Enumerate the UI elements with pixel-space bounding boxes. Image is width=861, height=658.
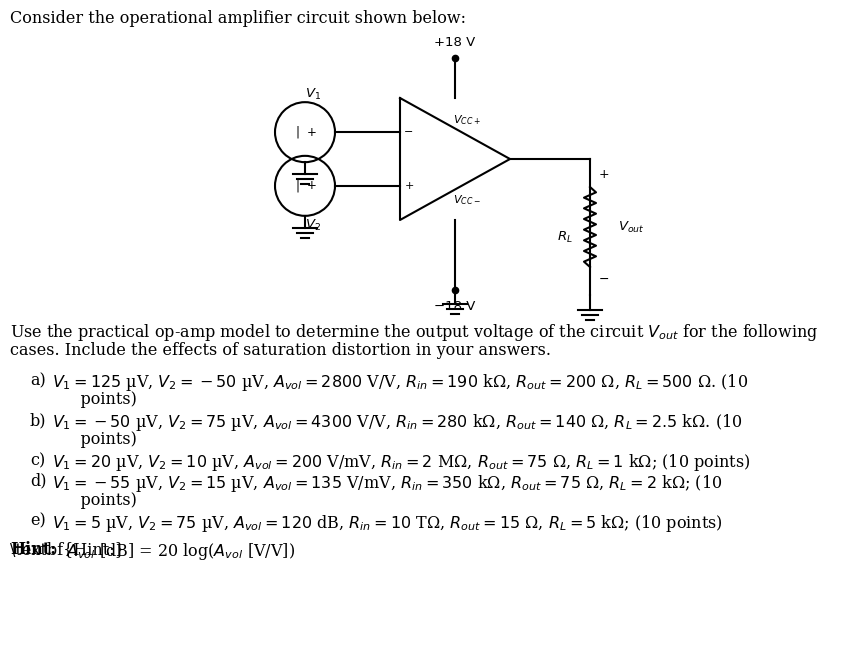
Text: Consider the operational amplifier circuit shown below:: Consider the operational amplifier circu… (10, 10, 466, 27)
Text: |: | (295, 126, 300, 139)
Text: cases. Include the effects of saturation distortion in your answers.: cases. Include the effects of saturation… (10, 342, 550, 359)
Text: $V_1 = 20$ µV, $V_2 = 10$ µV, $A_{vol} = 200$ V/mV, $R_{in} = 2$ MΩ, $R_{out} = : $V_1 = 20$ µV, $V_2 = 10$ µV, $A_{vol} =… (52, 452, 749, 473)
Text: $V_{CC-}$: $V_{CC-}$ (453, 193, 480, 207)
Text: $V_1 = -50$ µV, $V_2 = 75$ µV, $A_{vol} = 4300$ V/V, $R_{in} = 280$ kΩ, $R_{out}: $V_1 = -50$ µV, $V_2 = 75$ µV, $A_{vol} … (52, 412, 741, 433)
Text: $V_1$: $V_1$ (305, 87, 320, 102)
Text: points): points) (60, 392, 137, 409)
Text: \textbf{Hint:}: \textbf{Hint:} (10, 541, 125, 558)
Text: +: + (598, 168, 609, 182)
Text: −: − (598, 272, 609, 286)
Text: points): points) (60, 492, 137, 509)
Text: −: − (404, 127, 413, 137)
Text: b): b) (30, 412, 46, 429)
Text: $V_{CC+}$: $V_{CC+}$ (453, 113, 480, 127)
Text: c): c) (30, 452, 45, 469)
Text: −18 V: −18 V (434, 299, 475, 313)
Text: points): points) (60, 432, 137, 449)
Text: $V_1 = 125$ µV, $V_2 = -50$ µV, $A_{vol} = 2800$ V/V, $R_{in} = 190$ kΩ, $R_{out: $V_1 = 125$ µV, $V_2 = -50$ µV, $A_{vol}… (52, 372, 747, 393)
Text: +18 V: +18 V (434, 36, 475, 49)
Text: $V_{out}$: $V_{out}$ (617, 220, 644, 234)
Text: +: + (307, 180, 317, 192)
Text: +: + (404, 181, 413, 191)
Text: |: | (295, 180, 300, 192)
Text: $V_2$: $V_2$ (305, 218, 320, 234)
Text: a): a) (30, 372, 46, 389)
Text: +: + (307, 126, 317, 139)
Text: e): e) (30, 513, 46, 530)
Text: $A_{vol}$ [dB] = 20 log($A_{vol}$ [V/V]): $A_{vol}$ [dB] = 20 log($A_{vol}$ [V/V]) (56, 541, 294, 562)
Text: Hint:: Hint: (10, 541, 56, 558)
Text: Use the practical op-amp model to determine the output voltage of the circuit $V: Use the practical op-amp model to determ… (10, 322, 817, 343)
Text: $V_1 = -55$ µV, $V_2 = 15$ µV, $A_{vol} = 135$ V/mV, $R_{in} = 350$ kΩ, $R_{out}: $V_1 = -55$ µV, $V_2 = 15$ µV, $A_{vol} … (52, 472, 722, 494)
Text: $R_L$: $R_L$ (556, 230, 573, 245)
Text: $V_1 = 5$ µV, $V_2 = 75$ µV, $A_{vol} = 120$ dB, $R_{in} = 10$ TΩ, $R_{out} = 15: $V_1 = 5$ µV, $V_2 = 75$ µV, $A_{vol} = … (52, 513, 722, 534)
Text: d): d) (30, 472, 46, 490)
